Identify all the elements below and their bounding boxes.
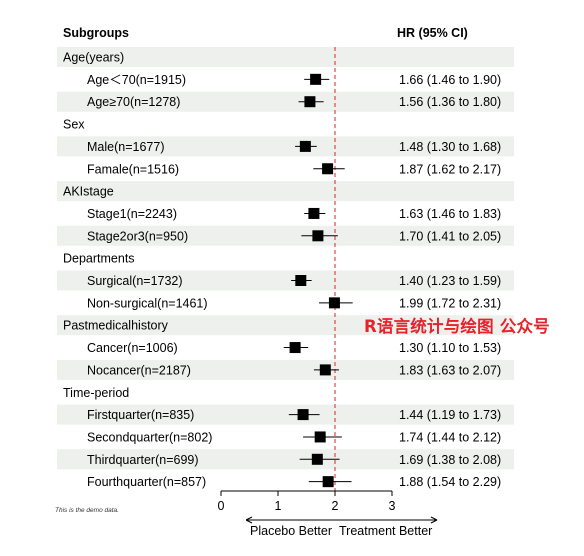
ci-texts: 1.66 (1.46 to 1.90) 1.56 (1.36 to 1.80) 1.… xyxy=(399,73,501,489)
left-arrow-label: Placebo Better xyxy=(250,524,332,538)
header-subgroups: Subgroups xyxy=(63,26,129,40)
group-label: Departments xyxy=(63,252,135,266)
row-band xyxy=(57,136,514,157)
right-arrow-label: Treatment Better xyxy=(339,524,432,538)
ci-marks xyxy=(283,73,353,488)
row-bands xyxy=(57,47,514,491)
x-axis: 0 1 2 3 Placebo Better Treatment Better xyxy=(218,490,438,538)
x-tick-label: 2 xyxy=(332,499,339,513)
subgroup-label: Firstquarter(n=835) xyxy=(87,408,194,422)
hr-point xyxy=(319,364,331,376)
ci-text: 1.40 (1.23 to 1.59) xyxy=(399,274,501,288)
row-band xyxy=(57,315,514,336)
group-label: Time-period xyxy=(63,386,129,400)
subgroup-label: Non-surgical(n=1461) xyxy=(87,296,208,310)
subgroup-label: Thirdquarter(n=699) xyxy=(87,453,199,467)
subgroup-label: Nocancer(n=2187) xyxy=(87,363,191,377)
x-tick-label: 0 xyxy=(218,499,225,513)
subgroup-label: Cancer(n=1006) xyxy=(87,341,178,355)
hr-point xyxy=(322,163,334,175)
subgroup-label: Famale(n=1516) xyxy=(87,162,179,176)
row-band xyxy=(57,225,514,246)
ci-text: 1.44 (1.19 to 1.73) xyxy=(399,408,501,422)
hr-point xyxy=(297,409,309,421)
watermark-text: R语言统计与绘图 公众号 xyxy=(364,317,550,336)
left-arrow-head xyxy=(245,516,253,524)
hr-point xyxy=(311,453,323,465)
ci-text: 1.99 (1.72 to 2.31) xyxy=(399,296,501,310)
group-label: Pastmedicalhistory xyxy=(63,319,169,333)
subgroup-label: Surgical(n=1732) xyxy=(87,274,183,288)
hr-point xyxy=(289,342,301,354)
header-hr-ci: HR (95% CI) xyxy=(397,26,468,40)
row-band xyxy=(57,404,514,425)
footnote: This is the demo data. xyxy=(55,507,119,514)
right-arrow-head xyxy=(430,516,438,524)
hr-point xyxy=(314,431,326,443)
x-tick-label: 3 xyxy=(389,499,396,513)
hr-point xyxy=(328,297,340,309)
subgroup-label: Age≥70(n=1278) xyxy=(87,95,180,109)
ci-text: 1.30 (1.10 to 1.53) xyxy=(399,341,501,355)
subgroup-label: Secondquarter(n=802) xyxy=(87,430,212,444)
ci-text: 1.63 (1.46 to 1.83) xyxy=(399,207,501,221)
row-band xyxy=(57,181,514,202)
hr-point xyxy=(295,275,307,286)
row-labels: Age(years)Age＜70(n=1915)Age≥70(n=1278)Se… xyxy=(63,51,212,490)
group-label: Sex xyxy=(63,118,85,132)
ci-text: 1.66 (1.46 to 1.90) xyxy=(399,73,501,87)
subgroup-label: Stage2or3(n=950) xyxy=(87,229,188,243)
ci-text: 1.88 (1.54 to 2.29) xyxy=(399,475,501,489)
hr-point xyxy=(299,140,311,152)
hr-point xyxy=(322,476,334,488)
hr-point xyxy=(304,96,316,108)
group-label: AKIstage xyxy=(63,185,114,199)
row-band xyxy=(57,270,514,291)
row-band xyxy=(57,91,514,112)
row-band xyxy=(57,449,514,470)
ci-text: 1.70 (1.41 to 2.05) xyxy=(399,229,501,243)
ci-text: 1.74 (1.44 to 2.12) xyxy=(399,430,501,444)
ci-text: 1.87 (1.62 to 2.17) xyxy=(399,162,501,176)
ci-text: 1.48 (1.30 to 1.68) xyxy=(399,140,501,154)
hr-point xyxy=(308,207,320,219)
subgroup-label: Fourthquarter(n=857) xyxy=(87,475,206,489)
ci-text: 1.56 (1.36 to 1.80) xyxy=(399,95,501,109)
hr-point xyxy=(310,73,322,85)
row-band xyxy=(57,359,514,380)
group-label: Age(years) xyxy=(63,51,124,65)
hr-point xyxy=(312,230,324,242)
x-tick-label: 1 xyxy=(275,499,282,513)
subgroup-label: Male(n=1677) xyxy=(87,140,164,154)
ci-text: 1.83 (1.63 to 2.07) xyxy=(399,363,501,377)
subgroup-label: Age＜70(n=1915) xyxy=(87,73,186,87)
ci-text: 1.69 (1.38 to 2.08) xyxy=(399,453,501,467)
subgroup-label: Stage1(n=2243) xyxy=(87,207,177,221)
row-band xyxy=(57,47,514,67)
